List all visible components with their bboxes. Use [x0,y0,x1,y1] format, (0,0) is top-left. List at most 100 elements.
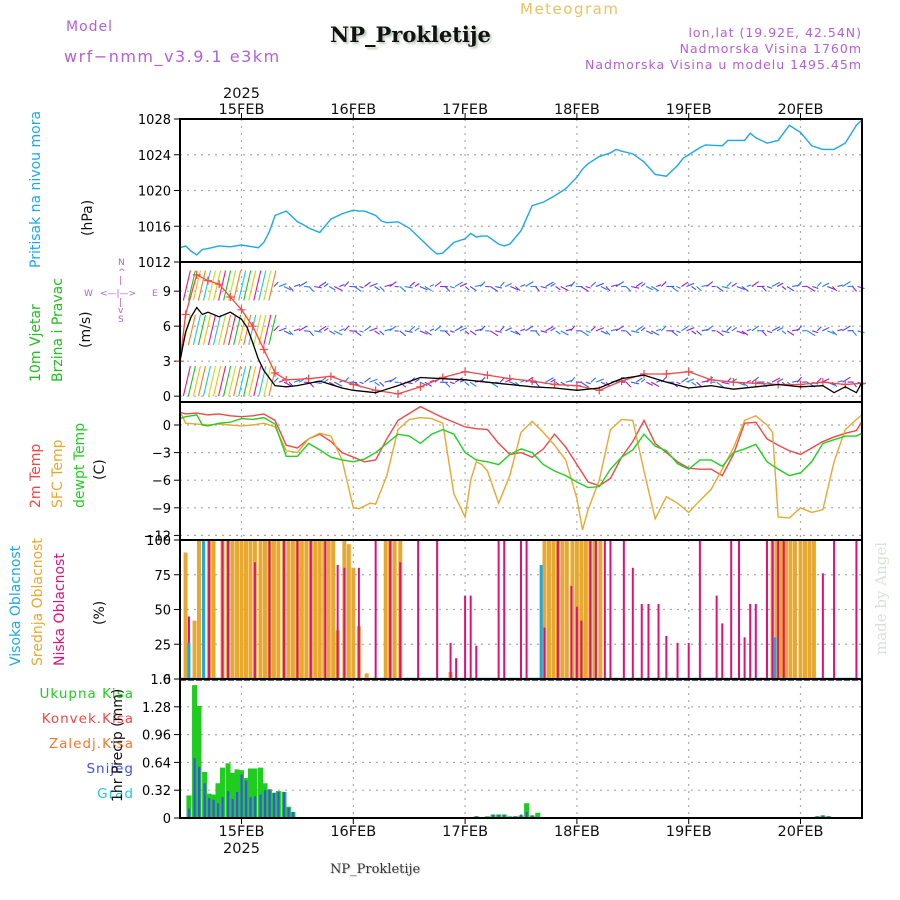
precip-bar-snow [231,798,234,818]
xtick-label-bottom: 15FEB [219,824,265,840]
wind-barb [731,327,738,332]
wind-barb [605,330,611,336]
cloud-bar-cloud_high [187,642,191,679]
xtick-label-top: 16FEB [330,102,376,118]
precip-bar-snow [282,791,286,818]
ytick-label-temperature: 0 [163,419,171,434]
wind-barb [625,286,632,292]
wind-barb [228,366,237,397]
wind-barb [213,270,222,301]
wind-barb [464,286,470,291]
wind-barb [505,282,512,287]
cloud-bar-cloud_low [464,595,467,679]
cloud-bar-cloud_low [777,540,780,679]
wind-barb [374,381,380,387]
precip-bar-total [225,763,231,818]
cloud-bar-cloud_mid [546,540,551,679]
precip-bar-total [192,685,198,818]
precip-bar-snow [268,789,271,818]
ytick-label-pressure: 1012 [138,256,171,271]
wind-barb [459,327,467,332]
wind-barb [273,325,279,332]
cloud-bar-cloud_low [721,623,724,679]
cloud-bar-cloud_low [594,540,597,679]
wind-speed-line [179,306,863,394]
wind-barb [786,286,795,292]
cloud-bar-cloud_low [738,540,741,679]
ytick-label-precip: 0.32 [142,784,171,799]
wind-barb [263,270,272,301]
wind-barb [827,330,836,335]
precip-bar-snow [217,803,220,818]
wind-barb [510,330,519,335]
precip-bar-snow [240,774,243,818]
wind-barb [359,285,364,289]
wind-barb [816,326,822,332]
wind-gust-marker [639,370,648,378]
wind-barb [590,326,597,332]
elevation-info: Nadmorska Visina 1760m [679,41,862,56]
precip-bar-snow [492,814,495,818]
wind-barb [771,281,781,287]
wind-barb [197,314,206,345]
wind-barb [842,325,851,332]
wind-barb [288,330,294,336]
wind-barb [479,325,486,332]
wind-barb [660,281,667,287]
wind-barb [535,381,540,388]
wind-barb [263,314,272,345]
wind-gust-marker [215,280,224,289]
wind-barb [223,366,232,397]
cloud-bar-cloud_low [589,540,592,679]
cloud-bar-cloud_low [855,540,858,679]
ytick-label-wind: 9 [163,285,171,300]
wind-barb [776,326,784,332]
precip-bar-snow [287,807,290,818]
wind-barb [399,330,407,337]
ytick-label-pressure: 1024 [138,149,171,164]
ytick-label-wind: 6 [163,320,171,335]
wind-barb [479,281,486,287]
cloud-bar-cloud_low [221,540,224,679]
wind-barb [248,270,257,301]
cloud-bar-cloud_mid [243,540,248,679]
cloud-bar-cloud_low [357,567,360,679]
precip-bar-total [196,705,202,818]
cloud-bar-cloud_low [749,603,752,679]
wind-barb [771,326,781,332]
cloud-bar-cloud_low [580,620,583,679]
wind-barb [686,378,695,383]
wind-barb [414,283,420,287]
wind-barb [384,379,393,383]
precip-bar-total [257,767,263,818]
cloud-bar-cloud_mid [313,540,318,679]
wind-barb [268,314,277,345]
precip-bar-total [524,803,530,818]
wind-barb [716,381,724,388]
xtick-label-top: 17FEB [442,102,488,118]
wind-barb [550,327,556,332]
wind-barb [776,282,784,287]
wind-barb [520,328,526,332]
wind-barb [419,330,428,335]
wind-barb [816,281,822,287]
wind-barb [852,330,857,337]
wind-gust-marker [304,374,313,383]
wind-barb [721,381,730,385]
wind-barb [545,281,554,287]
cloud-bar-cloud_mid [792,540,797,679]
xtick-label-bottom: 16FEB [330,824,376,840]
wind-barb [308,330,314,337]
wind-barb [590,281,597,287]
wind-barb [278,283,287,288]
wind-barb [278,327,287,332]
cloud-bar-cloud_low [743,637,746,679]
cloud-bar-cloud_mid [392,540,397,679]
ytick-label-wind: 3 [163,355,171,370]
wind-barb [253,270,262,301]
precip-bar-snow [244,780,248,818]
wind-barb [631,285,640,289]
wind-barb [726,281,732,287]
wind-barb [182,366,191,397]
cloud-bar-cloud_mid [290,540,295,679]
